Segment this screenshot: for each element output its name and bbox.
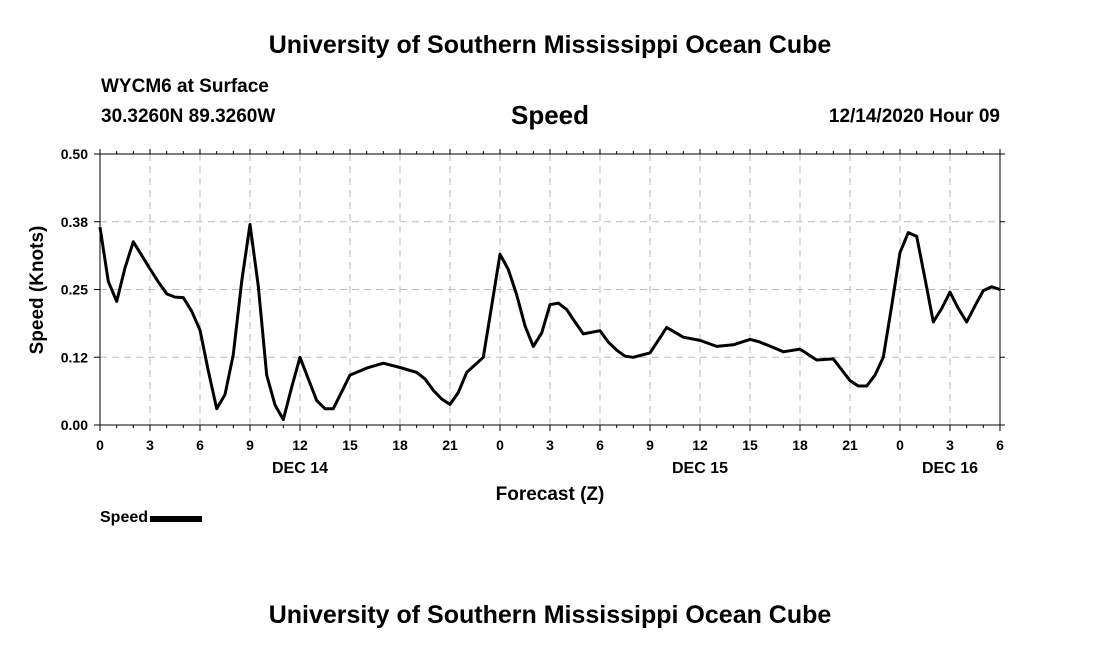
x-tick-label: 21 bbox=[442, 437, 458, 453]
y-tick-label: 0.38 bbox=[61, 214, 88, 230]
speed-series-line bbox=[98, 223, 1001, 422]
forecast-datetime: 12/14/2020 Hour 09 bbox=[828, 106, 1000, 127]
plot-frame bbox=[99, 153, 1001, 426]
x-tick-label: 6 bbox=[996, 437, 1004, 453]
x-tick-label: 12 bbox=[292, 437, 308, 453]
x-tick-label: 6 bbox=[596, 437, 604, 453]
coordinates-label: 30.3260N 89.3260W bbox=[101, 106, 276, 127]
series-layer bbox=[98, 223, 1001, 422]
date-label: DEC 15 bbox=[672, 460, 728, 477]
y-tick-label: 0.12 bbox=[61, 349, 88, 365]
legend-label: Speed bbox=[100, 509, 149, 526]
grid-layer bbox=[100, 154, 1000, 425]
x-axis-title: Forecast (Z) bbox=[496, 484, 605, 505]
x-tick-label: 3 bbox=[946, 437, 954, 453]
x-tick-label: 9 bbox=[246, 437, 254, 453]
x-tick-label: 3 bbox=[146, 437, 154, 453]
y-tick-label: 0.50 bbox=[61, 146, 88, 162]
x-tick-label: 15 bbox=[742, 437, 758, 453]
y-axis-title: Speed (Knots) bbox=[27, 226, 48, 355]
x-tick-label: 3 bbox=[546, 437, 554, 453]
y-tick-label: 0.00 bbox=[61, 417, 88, 433]
page-title: University of Southern Mississippi Ocean… bbox=[268, 31, 832, 59]
x-tick-label: 9 bbox=[646, 437, 654, 453]
x-tick-label: 12 bbox=[692, 437, 708, 453]
x-tick-label: 0 bbox=[896, 437, 904, 453]
x-tick-label: 21 bbox=[842, 437, 858, 453]
date-label: DEC 14 bbox=[272, 460, 328, 477]
legend-swatch bbox=[150, 515, 203, 522]
x-tick-label: 18 bbox=[792, 437, 808, 453]
x-tick-label: 6 bbox=[196, 437, 204, 453]
x-tick-label: 0 bbox=[96, 437, 104, 453]
date-label: DEC 16 bbox=[922, 460, 978, 477]
x-tick-label: 15 bbox=[342, 437, 358, 453]
station-label: WYCM6 at Surface bbox=[101, 76, 269, 97]
ticks-layer: 0 3 6 9 12 15 18 21 0 3 6 9 12 15 18 21 0 3 6 0.00 0.12 0.25 0… bbox=[61, 146, 1005, 477]
variable-title: Speed bbox=[510, 100, 590, 130]
y-tick-label: 0.25 bbox=[61, 282, 88, 298]
x-tick-label: 0 bbox=[496, 437, 504, 453]
legend: Speed bbox=[100, 509, 203, 527]
footer-title: University of Southern Mississippi Ocean… bbox=[268, 601, 832, 629]
x-tick-label: 18 bbox=[392, 437, 408, 453]
